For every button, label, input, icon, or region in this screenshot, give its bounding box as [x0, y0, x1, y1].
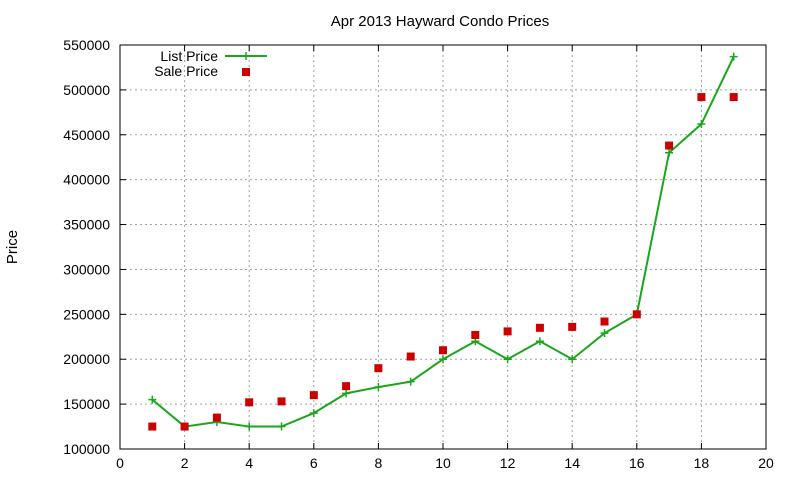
y-tick-label: 450000 — [63, 127, 110, 143]
y-tick-label: 200000 — [63, 351, 110, 367]
list-price-point — [568, 355, 577, 364]
list-price-point — [665, 148, 674, 157]
sale-price-point — [632, 310, 641, 319]
sale-price-point — [212, 413, 221, 422]
x-tick-label: 16 — [629, 455, 645, 471]
legend-marker-sale-price — [242, 68, 250, 76]
x-tick-label: 20 — [758, 455, 774, 471]
series — [148, 52, 738, 431]
x-tick-label: 10 — [435, 455, 451, 471]
sale-price-point — [697, 93, 706, 102]
list-price-point — [697, 120, 706, 129]
x-tick-label: 4 — [245, 455, 253, 471]
y-tick-label: 150000 — [63, 396, 110, 412]
sale-price-point — [503, 327, 512, 336]
sale-price-point — [600, 317, 609, 326]
y-axis-label: Price — [4, 230, 21, 264]
y-tick-label: 500000 — [63, 82, 110, 98]
list-price-point — [729, 52, 738, 61]
list-price-point — [245, 422, 254, 431]
x-tick-label: 12 — [500, 455, 516, 471]
y-tick-label: 400000 — [63, 172, 110, 188]
y-tick-label: 550000 — [63, 37, 110, 53]
list-price-point — [277, 422, 286, 431]
sale-price-point — [342, 382, 351, 391]
list-price-point — [309, 409, 318, 418]
y-tick-label: 250000 — [63, 306, 110, 322]
legend: List Price Sale Price — [154, 48, 267, 79]
x-tick-label: 18 — [694, 455, 710, 471]
x-tick-label: 2 — [181, 455, 189, 471]
list-price-point — [148, 395, 157, 404]
sale-price-point — [535, 323, 544, 332]
list-price-point — [406, 377, 415, 386]
legend-label-list-price: List Price — [160, 48, 218, 64]
axis-ticks: 0 2 4 6 8 10 12 14 16 18 20 100000 150000 200000 25000… — [63, 37, 774, 471]
sale-price-point — [180, 422, 189, 431]
list-price-point — [503, 355, 512, 364]
y-tick-label: 350000 — [63, 217, 110, 233]
list-price-point — [439, 355, 447, 364]
sale-price-point — [665, 141, 674, 150]
y-tick-label: 100000 — [63, 441, 110, 457]
sale-price-point — [406, 352, 415, 361]
list-price-point — [535, 337, 544, 346]
sale-price-point — [148, 422, 157, 431]
sale-price-point — [277, 397, 286, 406]
chart-title: Apr 2013 Hayward Condo Prices — [331, 13, 549, 30]
sale-price-point — [471, 330, 480, 339]
legend-marker-list-price — [242, 52, 250, 60]
sale-price-point — [439, 346, 447, 355]
sale-price-point — [374, 364, 383, 373]
list-price-point — [374, 383, 383, 392]
x-tick-label: 6 — [310, 455, 318, 471]
x-tick-label: 14 — [564, 455, 580, 471]
grid — [120, 45, 766, 449]
x-tick-label: 8 — [375, 455, 383, 471]
x-tick-label: 0 — [116, 455, 124, 471]
sale-price-point — [568, 322, 577, 331]
sale-price-point — [245, 398, 254, 407]
list-price-point — [342, 389, 351, 398]
list-price-point — [600, 329, 609, 338]
legend-label-sale-price: Sale Price — [154, 63, 218, 79]
sale-price-point — [309, 391, 318, 400]
sale-price-point — [729, 93, 738, 102]
y-tick-label: 300000 — [63, 261, 110, 277]
